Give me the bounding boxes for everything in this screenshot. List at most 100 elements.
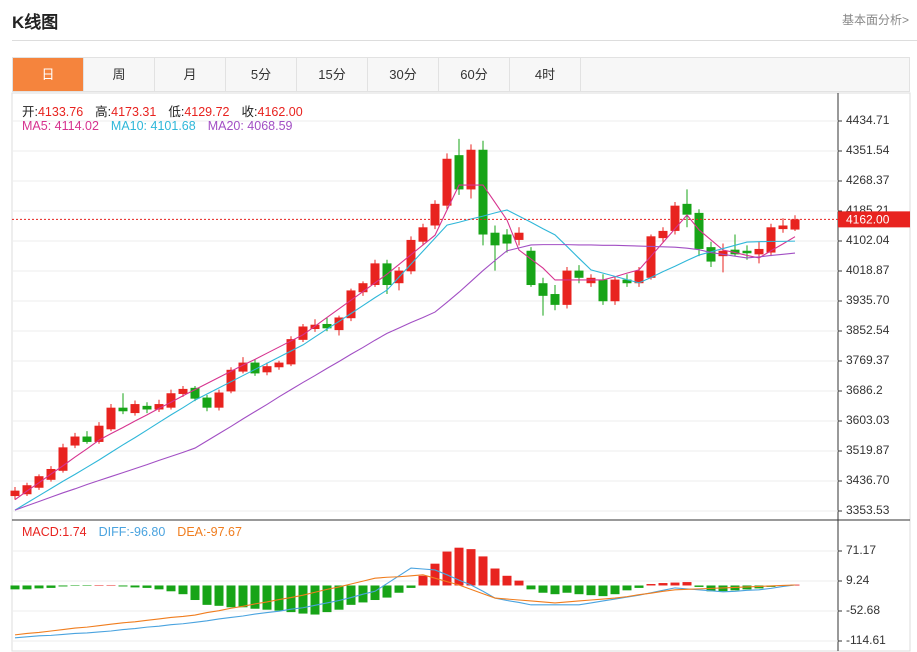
macd-bar — [658, 583, 668, 586]
macd-bar — [34, 585, 44, 589]
candle-body — [778, 225, 788, 230]
candle-body — [670, 205, 680, 231]
candle-body — [454, 155, 464, 190]
macd-bar — [430, 563, 440, 586]
macd-bar — [406, 585, 416, 588]
period-tabs: 日周月 5分 15分 30分 60分 4时 — [12, 57, 910, 92]
period-tab[interactable]: 4时 — [510, 58, 581, 91]
candle-body — [70, 436, 80, 446]
legend-entry: MA20: 4068.59 — [207, 119, 293, 133]
macd-bar — [298, 585, 308, 614]
macd-bar — [538, 585, 548, 593]
fundamental-link[interactable]: 基本面分析> — [841, 13, 909, 27]
macd-bar — [274, 585, 284, 611]
macd-bar — [478, 556, 488, 586]
candle-body — [478, 149, 488, 235]
macd-bar — [250, 585, 260, 609]
period-tab[interactable]: 日 — [13, 58, 84, 91]
macd-bar — [202, 585, 212, 605]
macd-bar — [10, 585, 20, 590]
candle-body — [526, 250, 536, 286]
candle-body — [430, 203, 440, 226]
period-tab[interactable]: 30分 — [368, 58, 439, 91]
ohlc-value: 4173.31 — [111, 105, 157, 119]
y-tick-label: 3603.03 — [846, 413, 890, 427]
ohlc-value: 4129.72 — [184, 105, 230, 119]
candle-body — [634, 270, 644, 284]
candle-body — [370, 263, 380, 286]
candle-body — [262, 366, 272, 373]
candle-body — [490, 232, 500, 246]
y-tick-label: 9.24 — [846, 573, 870, 587]
ohlc-value: 4162.00 — [257, 105, 303, 119]
candle-body — [214, 392, 224, 408]
period-tab[interactable]: 60分 — [439, 58, 510, 91]
macd-bar — [622, 585, 632, 591]
macd-bar — [418, 575, 428, 586]
y-tick-label: 3519.87 — [846, 443, 890, 457]
y-tick-label: 4102.04 — [846, 233, 890, 247]
macd-bar — [346, 585, 356, 605]
candle-body — [442, 158, 452, 206]
macd-bar — [550, 585, 560, 595]
ohlc-item: 收:4162.00 — [242, 101, 303, 120]
period-tab[interactable]: 周 — [84, 58, 155, 91]
candle-body — [298, 326, 308, 340]
candle-body — [718, 250, 728, 257]
macd-bar — [106, 584, 116, 586]
y-tick-label: -114.61 — [846, 633, 886, 647]
macd-bar — [310, 585, 320, 615]
y-tick-label: 4018.87 — [846, 263, 890, 277]
macd-bar — [574, 585, 584, 595]
macd-bar — [442, 551, 452, 586]
macd-legend: MACD:1.74 DIFF:-96.80 DEA:-97.67 — [22, 525, 254, 539]
ohlc-item: 开:4133.76 — [22, 101, 83, 120]
candle-body — [742, 250, 752, 254]
divider — [12, 40, 917, 41]
period-tab[interactable]: 月 — [155, 58, 226, 91]
frame — [11, 92, 911, 652]
ohlc-label: 低: — [168, 105, 185, 119]
period-tab[interactable]: 15分 — [297, 58, 368, 91]
candle-body — [310, 324, 320, 330]
candle-body — [226, 369, 236, 392]
y-tick-label: 3436.70 — [846, 473, 890, 487]
ohlc-label: 开: — [22, 105, 38, 119]
candle-body — [790, 219, 800, 230]
macd-bar — [238, 585, 248, 608]
macd-bar — [322, 585, 332, 613]
macd-bar — [58, 585, 68, 587]
indicator-line — [14, 184, 796, 501]
period-tab[interactable]: 5分 — [226, 58, 297, 91]
macd-bar — [166, 585, 176, 592]
ohlc-label: 收: — [241, 105, 258, 119]
candle-body — [82, 436, 92, 442]
macd-bar — [82, 585, 92, 586]
candle-body — [766, 227, 776, 253]
candle-body — [166, 393, 176, 408]
candle-body — [514, 232, 524, 240]
legend-entry: DEA:-97.67 — [177, 525, 242, 539]
candle-body — [658, 230, 668, 239]
candle-body — [154, 404, 164, 410]
y-tick-label: 3769.37 — [846, 353, 890, 367]
macd-bar — [370, 585, 380, 601]
y-tick-label: 3852.54 — [846, 323, 890, 337]
macd-bar — [70, 585, 80, 586]
candle-body — [466, 149, 476, 190]
ohlc-value: 4133.76 — [37, 105, 84, 119]
candle-body — [238, 362, 248, 372]
candle-body — [754, 248, 764, 255]
candle-body — [358, 283, 368, 293]
macd-bar — [694, 585, 704, 587]
indicator-line — [14, 567, 796, 639]
legend-entry: DIFF:-96.80 — [98, 525, 166, 539]
last-price-label: 4162.00 — [846, 213, 890, 227]
candle-body — [58, 447, 68, 471]
macd-bar — [586, 585, 596, 596]
candle-body — [94, 425, 104, 442]
y-tick-label: 4268.37 — [846, 173, 890, 187]
ohlc-item: 低:4129.72 — [168, 101, 229, 120]
candle-body — [418, 227, 428, 242]
